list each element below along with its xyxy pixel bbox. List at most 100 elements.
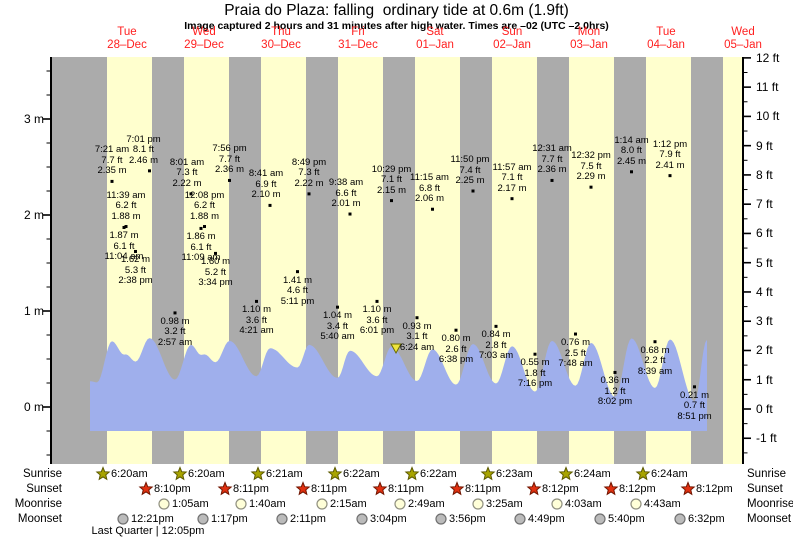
high-tide-annotation: 12:31 am 7.7 ft 2.36 m: [532, 144, 572, 176]
moonrise-time: 1:40am: [249, 498, 286, 510]
right-axis-label: 12 ft: [756, 50, 780, 65]
annotation-line: 7.3 ft: [298, 167, 320, 179]
annotation-line: 6.2 ft: [193, 200, 216, 212]
annotation-line: 1.87 m: [109, 230, 139, 242]
day-label: Sun 02–Jan: [493, 26, 531, 52]
daylight-band: [723, 57, 743, 464]
astro-row-label-left: Sunset: [26, 483, 62, 495]
annotation-line: 8:01 am: [169, 156, 205, 168]
moonrise-time: 4:03am: [565, 498, 602, 510]
annotation-line: 1.8 ft: [524, 367, 546, 379]
low-tide-annotation: 1.60 m 5.2 ft 3:34 pm: [198, 257, 232, 289]
day-name: Tue: [117, 26, 137, 38]
sunset-star-icon: [526, 481, 542, 496]
sunset-time: 8:12pm: [696, 483, 733, 495]
sunset-star-icon: [217, 481, 233, 496]
annotation-line: 0.7 ft: [683, 400, 706, 412]
day-label: Tue 04–Jan: [647, 26, 685, 52]
annotation-line: 2:57 am: [157, 336, 193, 348]
annotation-line: 6:38 pm: [438, 354, 474, 366]
annotation-line: 8:51 pm: [677, 410, 712, 422]
right-axis-label: 11 ft: [756, 80, 779, 95]
high-tide-annotation: 10:29 pm 7.1 ft 2.15 m: [371, 163, 412, 197]
low-tide-annotation: 1.87 m 6.1 ft 11:04 am: [105, 231, 144, 263]
high-tide-annotation: 11:39 am 6.2 ft 1.88 m: [107, 190, 146, 223]
annotation-line: 3.6 ft: [245, 314, 268, 326]
day-label: Thu 30–Dec: [261, 26, 301, 52]
moonset-moon-icon: [276, 513, 288, 525]
left-axis-label: 0 m: [23, 400, 44, 414]
moonset-time: 12:21pm: [131, 513, 174, 525]
annotation-line: 5:11 pm: [280, 295, 315, 307]
moonset-moon-icon: [117, 513, 129, 525]
annotation-line: 3.1 ft: [406, 331, 428, 343]
astro-row-label-left: Moonset: [17, 513, 62, 525]
sunset-time: 8:12pm: [619, 483, 656, 495]
right-axis-label: 2 ft: [756, 343, 773, 358]
night-band: [51, 57, 743, 464]
right-axis-label: 9 ft: [756, 138, 773, 153]
annotation-line: 8.0 ft: [620, 145, 643, 157]
annotation-line: 11:09 am: [181, 252, 221, 264]
annotation-line: 2.06 m: [414, 193, 445, 205]
day-name: Sun: [501, 26, 523, 38]
annotation-line: 7.7 ft: [541, 153, 563, 165]
sunrise-time: 6:24am: [651, 468, 688, 480]
moonrise-moon-icon: [630, 498, 642, 510]
annotation-line: 10:29 pm: [371, 163, 412, 175]
day-label: Wed 29–Dec: [184, 26, 224, 52]
annotation-line: 6.2 ft: [115, 200, 137, 212]
high-tide-annotation: 11:57 am 7.1 ft 2.17 m: [493, 162, 532, 195]
day-name: Fri: [351, 26, 365, 38]
moonrise-moon-icon: [394, 498, 406, 510]
annotation-line: 5.3 ft: [124, 264, 147, 276]
daylight-band: [261, 57, 306, 464]
annotation-line: 2.36 m: [214, 164, 245, 176]
low-tide-annotation: 0.21 m 0.7 ft 8:51 pm: [677, 390, 712, 423]
annotation-line: 5:40 am: [320, 331, 355, 343]
moonset-moon-icon: [356, 513, 368, 525]
moonset-time: 5:40pm: [608, 513, 645, 525]
sunrise-star-icon: [327, 466, 343, 481]
annotation-line: 2.29 m: [576, 171, 606, 183]
annotation-line: 2.8 ft: [485, 339, 507, 351]
high-tide-annotation: 12:08 pm 6.2 ft 1.88 m: [185, 190, 225, 223]
annotation-line: 0.84 m: [481, 329, 511, 341]
day-name: Wed: [192, 26, 216, 38]
annotation-line: 11:04 am: [104, 251, 144, 263]
annotation-line: 6.6 ft: [335, 187, 357, 199]
high-tide-annotation: 7:21 am 7.7 ft 2.35 m: [95, 145, 129, 177]
right-axis-label: 6 ft: [756, 226, 773, 241]
moonrise-moon-icon: [158, 498, 170, 510]
low-tide-annotation: 1.41 m 4.6 ft 5:11 pm: [280, 275, 315, 308]
annotation-line: 2.5 ft: [564, 347, 587, 359]
sunset-star-icon: [680, 481, 696, 496]
annotation-line: 1:14 am: [614, 134, 649, 146]
moon-phase-note: Last Quarter | 12:05pm: [91, 525, 205, 537]
day-name: Sat: [426, 26, 444, 38]
annotation-line: 0.68 m: [640, 344, 670, 356]
sunset-star-icon: [138, 481, 154, 496]
annotation-line: 1.60 m: [200, 256, 231, 268]
annotation-line: 3.2 ft: [164, 326, 186, 338]
annotation-line: 1:12 pm: [652, 138, 688, 150]
sunset-star-icon: [372, 481, 388, 496]
annotation-line: 11:15 am: [410, 172, 449, 184]
sunrise-time: 6:24am: [574, 468, 611, 480]
annotation-line: 7:56 pm: [212, 143, 247, 155]
annotation-line: 7:16 pm: [517, 378, 553, 390]
day-name: Mon: [577, 26, 601, 38]
annotation-line: 6.1 ft: [190, 241, 212, 253]
day-label: Fri 31–Dec: [338, 26, 378, 52]
moonrise-time: 1:05am: [172, 498, 209, 510]
high-tide-annotation: 7:01 pm 8.1 ft 2.46 m: [126, 134, 160, 167]
annotation-line: 1.86 m: [186, 231, 216, 243]
day-date: 05–Jan: [724, 39, 762, 51]
annotation-line: 0.55 m: [520, 357, 550, 369]
moonrise-moon-icon: [551, 498, 563, 510]
moonset-moon-icon: [514, 513, 526, 525]
low-tide-annotation: 1.10 m 3.6 ft 4:21 am: [239, 305, 273, 337]
high-tide-annotation: 12:32 pm 7.5 ft 2.29 m: [571, 151, 611, 183]
right-axis-label: 0 ft: [756, 402, 773, 416]
annotation-line: 1.04 m: [322, 310, 353, 322]
